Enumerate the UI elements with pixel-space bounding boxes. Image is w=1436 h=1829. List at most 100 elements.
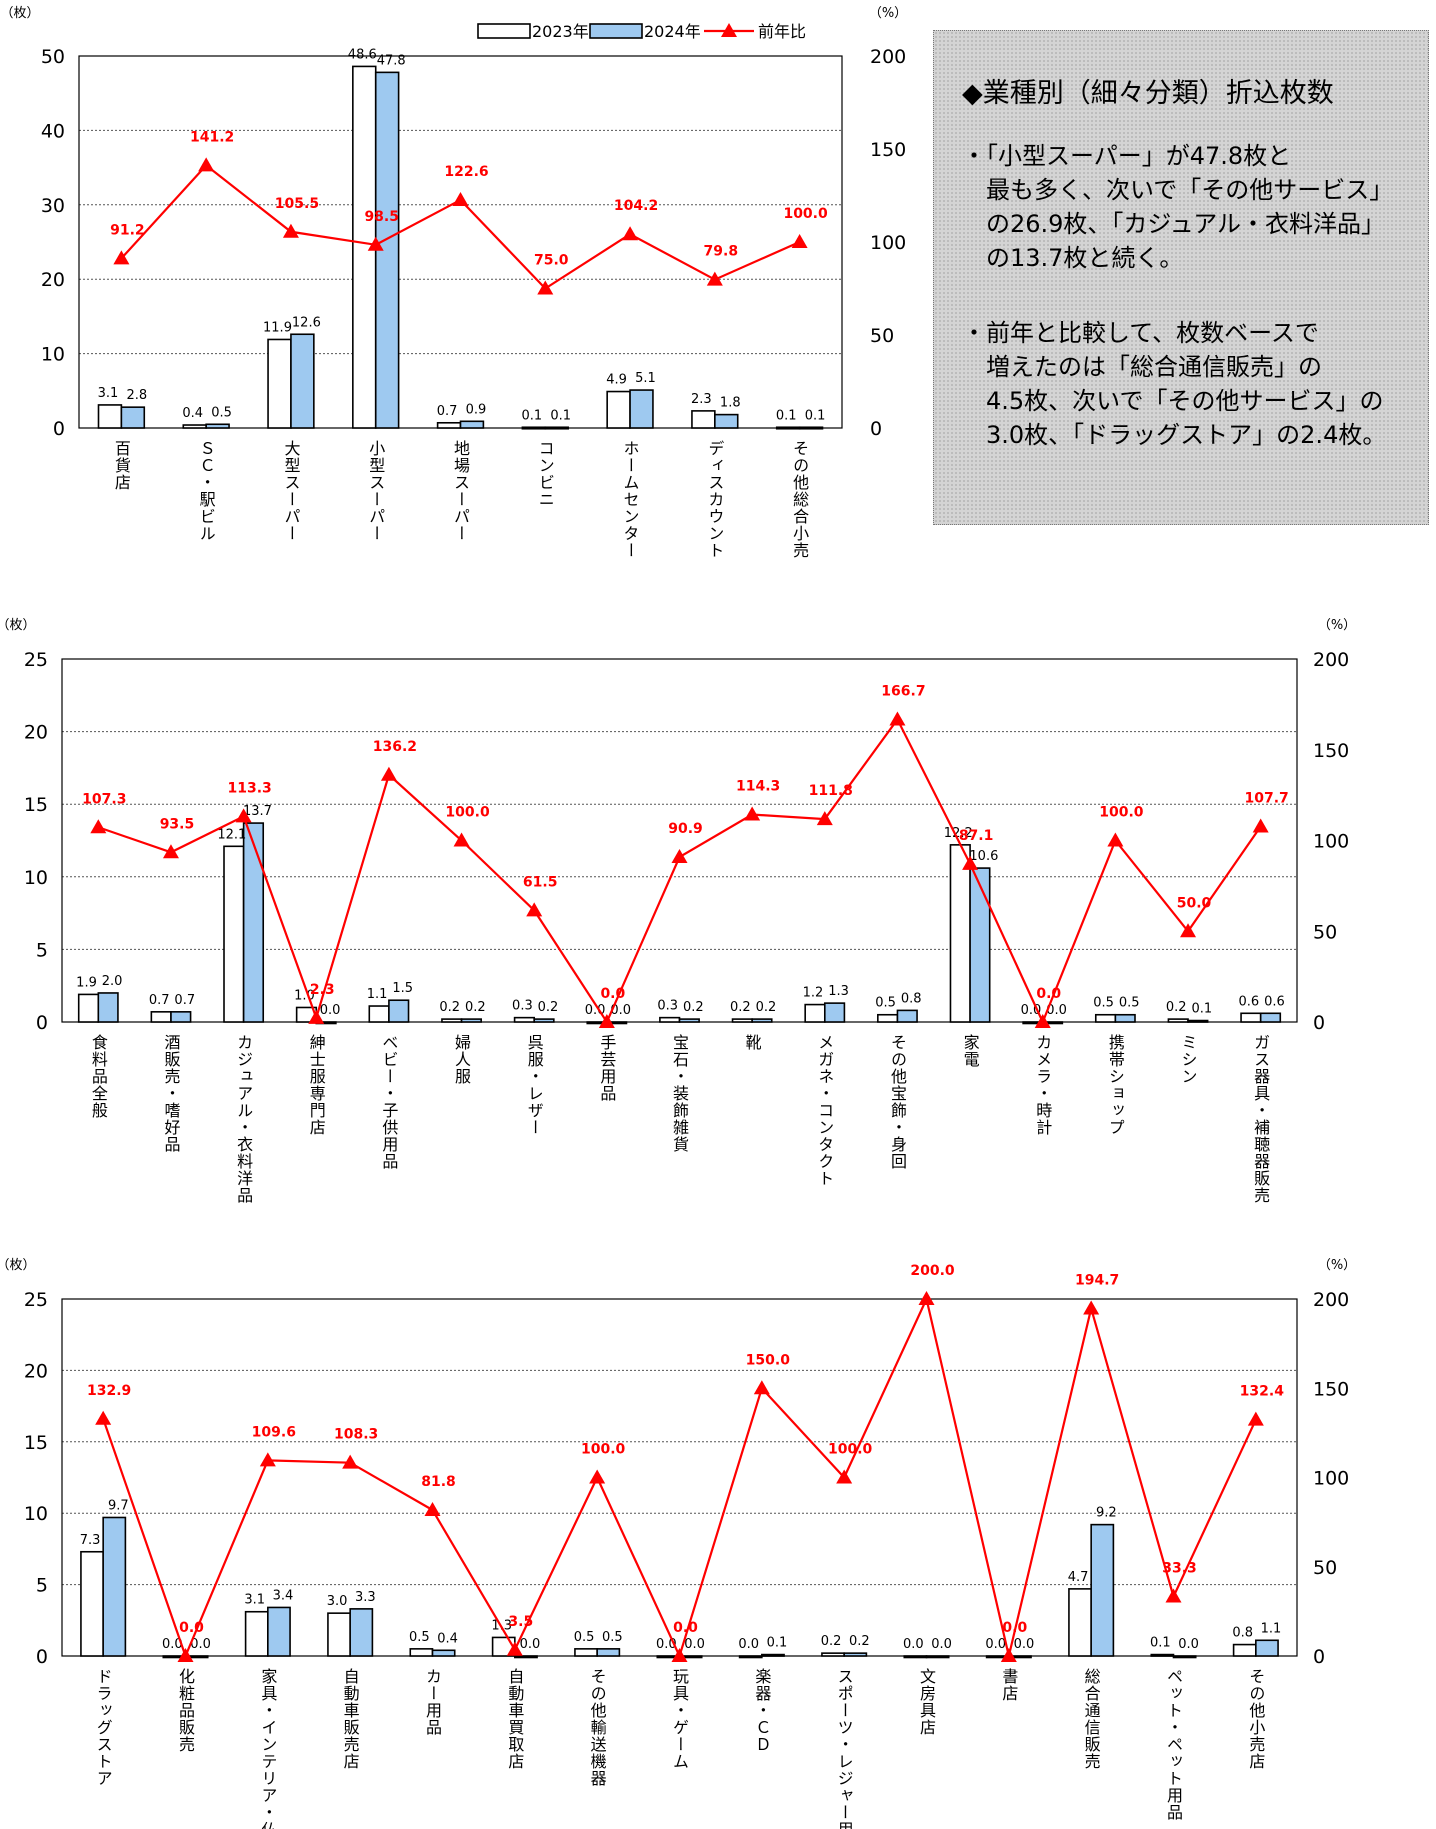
chart3-bar-2024 [267,1606,291,1657]
chart1-bar-2024-value: 0.5 [211,405,232,420]
chart2-bar-2024-value: 0.5 [1119,996,1140,1011]
legend-marker-ratio [721,23,737,37]
chart3-y-unit-label: （枚） [0,1258,36,1273]
chart2-bar-2023 [223,845,245,1023]
chart3-bar-2024-value: 0.5 [602,1630,623,1645]
chart3-category-label: スポーツ・レジャー用品 [835,1668,854,1829]
chart2-bar-2024 [678,1018,700,1023]
chart1-bar-2023 [691,410,716,429]
chart3-bar-2024 [596,1648,621,1657]
chart1-bar-2024 [629,389,654,429]
chart2-ratio-marker [162,844,179,859]
chart2-ratio-marker [671,849,688,864]
chart3-y-tick-label: 10 [24,1503,48,1525]
chart2-bar-2023-value: 0.3 [657,999,678,1014]
chart3-bar-2024-value: 1.1 [1261,1621,1282,1636]
chart3-bar-2024 [1090,1523,1115,1657]
chart2-bar-2023 [441,1018,463,1023]
chart2-bar-2023 [150,1011,172,1023]
chart2-ratio-marker [235,808,252,823]
chart2-bar-2024-value: 0.2 [465,1000,486,1015]
chart2-y-tick-label: 20 [24,722,48,744]
chart2-ratio-value: 100.0 [445,805,490,821]
chart2-bar-2024-value: 13.7 [243,804,272,819]
chart3-ratio-value: 109.6 [252,1424,296,1440]
chart1-y-tick-label: 40 [41,120,65,142]
chart3-category-label: 文房具店 [917,1668,936,1736]
chart3-ratio-marker [259,1452,276,1467]
chart2-y-tick-label: 0 [36,1012,48,1034]
chart2-bar-2024-value: 0.2 [538,1000,559,1015]
chart2-bar-2023 [731,1018,753,1023]
chart-1: 0 10 20 30 40 50 0 50 100 150 200 （枚） （%） 3.1 2.8 百貨店 0.… [0,6,907,559]
chart3-bar-2024-value: 0.0 [1178,1637,1199,1652]
chart3-ratio-value: 150.0 [746,1352,791,1368]
chart1-category-label: ＳＣ・駅ビル [197,440,216,542]
chart3-y2-tick-label: 0 [1313,1646,1325,1668]
chart1-category-label: コンビニ [536,440,555,508]
chart2-bar-2024-value: 0.0 [320,1003,341,1018]
chart3-category-label: 楽器・ＣＤ [752,1668,771,1753]
chart3-ratio-value: 108.3 [334,1427,378,1443]
chart2-y-tick-label: 10 [24,867,48,889]
legend-swatch-2024 [589,23,643,39]
chart2-y-tick-label: 25 [24,649,48,671]
chart2-bar-2024 [1187,1019,1209,1023]
chart1-category-label: 大型スーパー [281,440,300,542]
chart1-bar-2024 [714,413,739,429]
chart1-ratio-marker [622,226,639,241]
chart3-bar-2024-value: 0.0 [190,1637,211,1652]
chart2-bar-2024 [1259,1012,1282,1023]
chart2-ratio-value: 100.0 [1099,805,1144,821]
chart2-bar-2024 [1114,1013,1136,1023]
chart1-plot-frame [78,55,843,429]
chart3-bar-2024 [1255,1639,1279,1657]
chart1-ratio-value: 75.0 [534,253,569,269]
chart1-bar-2024 [459,420,485,429]
chart2-category-label: 手芸用品 [597,1034,616,1102]
chart3-category-label: その他輸送機器 [588,1668,607,1787]
chart3-bar-2023-value: 0.0 [162,1637,183,1652]
chart1-bar-2023-value: 48.6 [348,47,377,62]
chart2-ratio-marker [889,711,906,726]
chart1-ratio-marker [282,223,299,238]
chart3-bar-2024-value: 0.0 [1014,1637,1035,1652]
chart3-y2-tick-label: 150 [1313,1378,1349,1400]
chart3-bar-2024-value: 0.2 [849,1634,870,1649]
chart3-bar-2024-value: 0.1 [767,1636,788,1651]
chart1-ratio-marker [367,236,384,251]
chart2-ratio-value: 90.9 [668,821,703,837]
chart1-bar-2024-value: 47.8 [377,53,406,68]
chart2-category-label: 家電 [961,1034,980,1068]
chart1-ratio-marker [791,234,808,248]
chart2-category-label: 酒販売・嗜好品 [161,1034,180,1153]
chart3-bar-2024 [514,1655,538,1659]
chart3-y-tick-label: 15 [24,1432,48,1454]
chart3-ratio-marker [589,1469,606,1484]
chart3-bar-2024 [102,1516,127,1657]
chart2-ratio-marker [1107,832,1124,847]
chart1-ratio-marker [198,157,215,172]
chart2-ratio-line [97,717,1262,1025]
chart1-y2-unit-label: （%） [869,6,907,21]
chart1-bar-2024 [798,426,824,430]
chart1-bar-2023 [267,338,292,429]
chart3-ratio-marker [95,1410,112,1425]
summary-textbox: ◆業種別（細々分類）折込枚数 ・「小型スーパー」が47.8枚と 最も多く、次いで… [933,30,1429,525]
chart1-bar-2023 [97,404,123,429]
chart3-ratio-marker [177,1648,194,1662]
chart2-bar-2024 [823,1002,846,1023]
chart2-bar-2023 [368,1005,390,1023]
chart1-bar-2024-value: 1.8 [720,396,741,411]
chart3-ratio-marker [342,1454,359,1469]
chart1-ratio-value: 98.5 [364,209,399,225]
chart2-bar-2023-value: 1.2 [803,986,824,1001]
chart1-ratio-line [120,163,801,290]
chart3-bar-2023-value: 0.2 [821,1634,842,1649]
chart1-bar-2023-value: 3.1 [98,386,119,401]
chart3-ratio-marker [1247,1411,1264,1426]
chart2-category-label: ベビー・子供用品 [379,1034,398,1170]
chart2-ratio-marker [598,1014,615,1028]
chart1-bar-2024 [205,423,230,429]
chart2-bar-2023-value: 0.3 [512,999,533,1014]
